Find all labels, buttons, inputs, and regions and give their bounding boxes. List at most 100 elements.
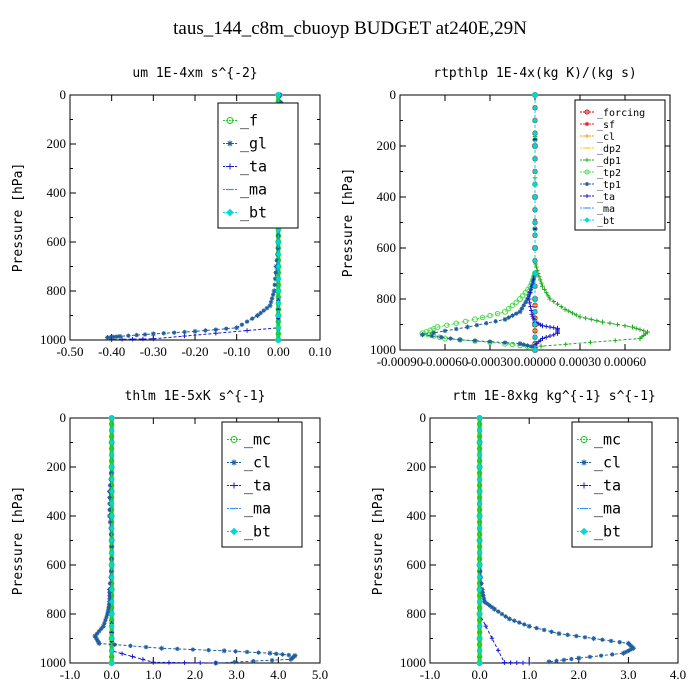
series-line [111,418,216,664]
x-tick-label: 2.0 [571,667,587,682]
data-point [267,650,273,656]
data-point [182,660,187,665]
data-point [532,130,538,137]
data-point [108,421,115,427]
data-point [566,308,571,314]
data-point [489,605,495,610]
x-tick-label: -1.0 [60,667,81,682]
data-point [487,339,493,344]
data-point [275,263,282,270]
legend-marker [585,182,589,186]
data-point [258,310,263,316]
data-point [213,660,219,666]
legend: _mc _cl _ta _ma _bt [221,421,303,548]
data-point [190,647,196,652]
legend-marker [585,134,589,138]
figure-title: taus_144_c8m_cbuoyp BUDGET at240E,29N [173,18,527,39]
data-point [522,622,527,627]
series-ta [526,92,560,348]
data-point [108,586,115,593]
data-point [94,631,100,636]
data-point [105,335,110,341]
data-point [111,334,116,340]
y-tick-label: 800 [377,291,397,306]
legend-label: _ma [240,181,267,199]
data-point [454,326,459,332]
data-point [551,332,556,337]
data-point [476,556,483,562]
legend-label: _dp2 [597,144,621,155]
data-point [142,332,148,337]
data-point [531,142,539,150]
data-point [547,333,553,339]
data-point [487,312,493,319]
data-point [255,313,260,318]
data-point [108,659,115,667]
y-tick-label: 600 [377,240,397,255]
data-point [108,549,115,556]
data-point [108,610,115,618]
legend-marker [226,208,234,217]
legend-marker [580,436,588,443]
data-point [480,590,485,595]
panel-title: rtm 1E-8xkg kg^{-1} s^{-1} [452,389,656,404]
data-point [108,512,115,520]
data-point [502,308,508,315]
data-point [93,635,99,641]
data-point [551,299,556,304]
data-point [574,312,579,318]
panel-title: rtpthlp 1E-4x(kg K)/(kg s) [433,66,637,81]
data-point [269,296,275,301]
data-point [538,343,544,349]
data-point [108,537,115,544]
data-point [526,296,532,302]
data-point [182,329,187,335]
data-point [112,642,117,647]
data-point [269,658,275,663]
data-point [275,336,282,344]
data-point [161,331,166,336]
x-tick-label: 4.0 [270,667,286,682]
data-point [539,280,544,286]
legend-marker [231,459,237,466]
data-point [494,310,501,317]
legend: _mc _cl _ta _ma _bt [571,421,653,548]
data-point [107,581,113,586]
y-axis-label: Pressure [hPa] [341,168,356,278]
chart-panel-2: rtpthlp 1E-4x(kg K)/(kg s) Pressure [hPa]… [341,66,671,369]
data-point [615,322,620,327]
data-point [104,614,109,620]
data-point [532,155,538,162]
x-tick-label: 0.00060 [604,354,646,369]
data-point [556,631,562,637]
data-point [476,414,483,422]
data-point [275,245,281,251]
legend-label: _gl [240,135,267,153]
data-point [531,244,539,252]
data-point [531,91,539,99]
data-point [221,648,227,654]
x-tick-label: -0.00090 [377,354,424,369]
data-point [607,321,613,326]
data-point [503,614,508,619]
data-point [587,654,593,660]
series-ta [477,415,532,666]
data-point [150,336,156,342]
data-point [613,338,618,343]
data-point [546,659,552,665]
data-point [483,623,488,629]
data-point [108,439,115,446]
data-point [476,463,483,471]
data-point [275,275,282,282]
data-point [600,637,605,642]
series-tp1 [420,92,538,350]
data-point [128,643,133,649]
data-point [476,659,483,667]
legend-label: _ta [594,477,621,495]
legend: _f _gl _ta _ma _bt [217,102,299,229]
data-point [532,117,538,124]
data-point [465,324,470,330]
data-point [134,332,139,338]
x-tick-label: -0.40 [98,344,125,359]
y-tick-label: 400 [47,508,67,523]
